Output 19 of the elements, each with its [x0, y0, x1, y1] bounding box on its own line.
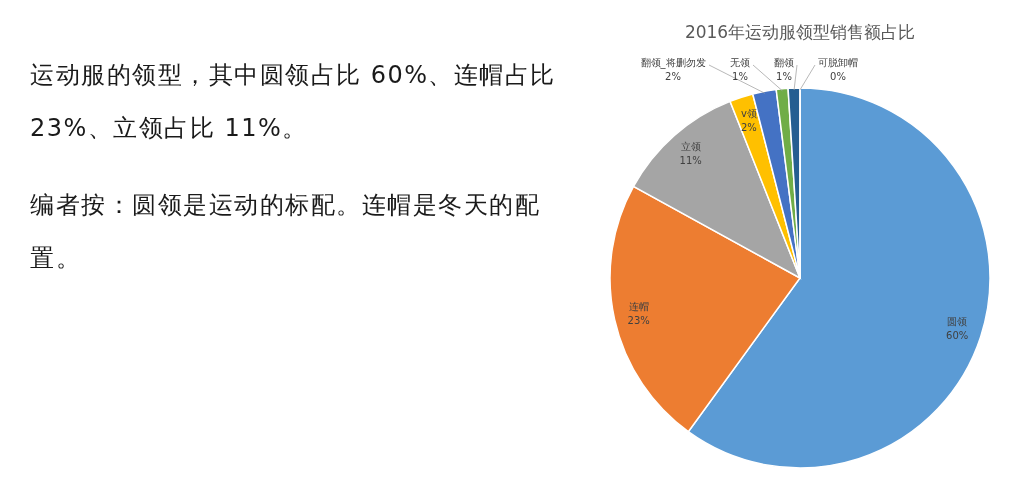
category-label: 可脱卸帽 — [818, 57, 858, 68]
slice-label: 翻领 — [774, 57, 794, 68]
data-label: 2% — [665, 71, 681, 82]
slice-label: 翻领_将删勿发 — [640, 57, 706, 69]
chart-title: 2016年运动服领型销售额占比 — [684, 22, 916, 42]
slice-label: 无领 — [730, 57, 750, 68]
text: 编者按：圆领是运动的标配。连帽是冬天的配置。 — [30, 190, 541, 274]
data-label: 23% — [627, 315, 650, 327]
slice-label: 立领 — [680, 141, 701, 153]
slice-label: 连帽 — [628, 301, 649, 313]
text: 0% — [830, 71, 846, 82]
data-label: 1% — [732, 71, 748, 82]
data-label: 11% — [679, 155, 702, 167]
data-label: 2% — [740, 121, 757, 133]
slice-label: v领 — [740, 107, 757, 119]
slice-label: 圆领 — [947, 316, 968, 328]
data-label: 1% — [776, 71, 792, 82]
text: 运动服的领型，其中圆领占比 60%、连帽占比 23%、立领占比 11%。 — [30, 60, 557, 144]
data-label: 60% — [946, 330, 969, 342]
